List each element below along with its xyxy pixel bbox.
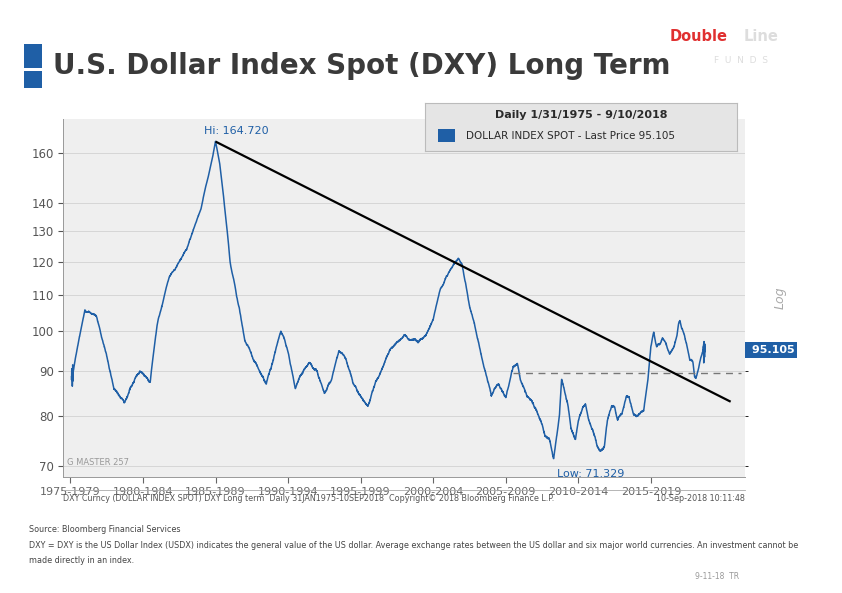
- Text: F  U  N  D  S: F U N D S: [713, 56, 768, 65]
- Text: 34: 34: [800, 569, 817, 582]
- Text: U.S. Dollar Index Spot (DXY) Long Term: U.S. Dollar Index Spot (DXY) Long Term: [53, 52, 670, 80]
- Text: Copyright© 2018 Bloomberg Finance L.P.: Copyright© 2018 Bloomberg Finance L.P.: [389, 494, 554, 503]
- Text: Double: Double: [670, 29, 728, 44]
- Text: made directly in an index.: made directly in an index.: [29, 556, 135, 565]
- Text: Source: Bloomberg Financial Services: Source: Bloomberg Financial Services: [29, 525, 181, 534]
- Text: DXY = DXY is the US Dollar Index (USDX) indicates the general value of the US do: DXY = DXY is the US Dollar Index (USDX) …: [29, 541, 799, 550]
- Text: 9-11-18  TR: 9-11-18 TR: [695, 572, 739, 581]
- Text: Daily 1/31/1975 - 9/10/2018: Daily 1/31/1975 - 9/10/2018: [495, 110, 667, 120]
- Text: Low: 71.329: Low: 71.329: [557, 469, 624, 479]
- Text: 95.105: 95.105: [748, 345, 795, 355]
- Text: G MASTER 257: G MASTER 257: [67, 458, 129, 467]
- Text: DXY Curncy (DOLLAR INDEX SPOT) DXY Long term  Daily 31JAN1975-10SEP2018: DXY Curncy (DOLLAR INDEX SPOT) DXY Long …: [63, 494, 384, 503]
- Text: 10-Sep-2018 10:11:48: 10-Sep-2018 10:11:48: [656, 494, 745, 503]
- Text: Hi: 164.720: Hi: 164.720: [204, 126, 269, 136]
- Text: DOLLAR INDEX SPOT - Last Price 95.105: DOLLAR INDEX SPOT - Last Price 95.105: [466, 130, 674, 141]
- Bar: [438, 129, 455, 142]
- Text: Line: Line: [743, 29, 779, 44]
- Text: Log: Log: [774, 287, 787, 309]
